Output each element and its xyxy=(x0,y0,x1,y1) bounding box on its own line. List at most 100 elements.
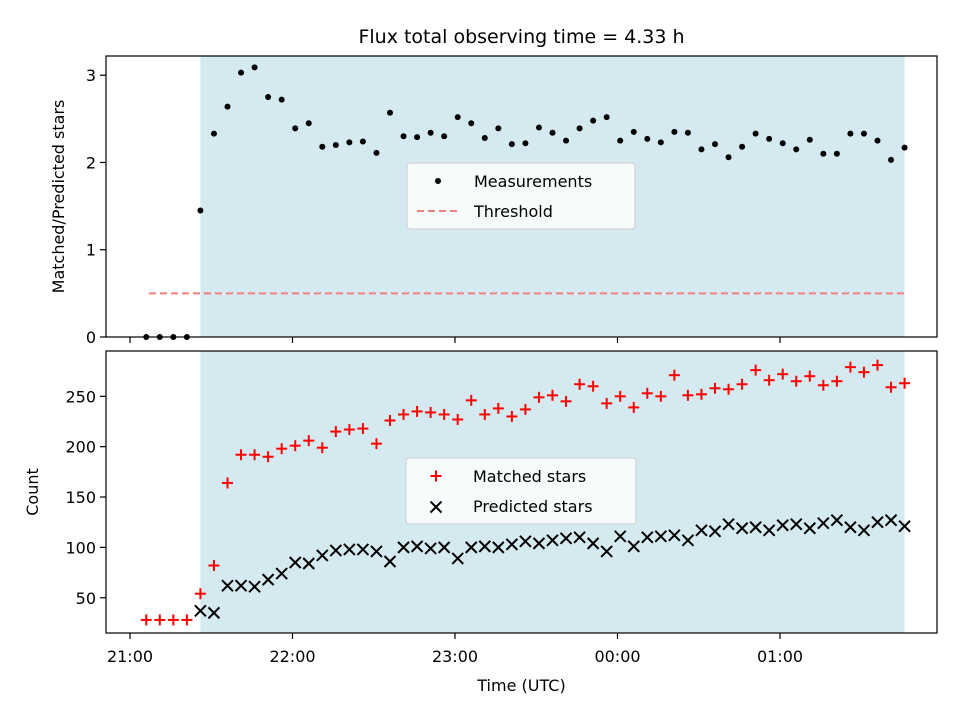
cross-stroke-b xyxy=(207,606,221,620)
y-tick-label: 150 xyxy=(65,488,96,507)
cross-stroke-b xyxy=(194,604,207,618)
cross-stroke-b xyxy=(627,540,640,553)
cross-stroke-b xyxy=(429,500,443,514)
predicted-star-markers xyxy=(194,513,911,620)
matched-star-marker xyxy=(587,380,599,392)
predicted-star-marker xyxy=(437,541,451,554)
cross-stroke-b xyxy=(803,522,816,535)
cross-stroke-b xyxy=(492,541,505,554)
matched-star-marker xyxy=(899,377,911,389)
cross-stroke-b xyxy=(289,556,302,569)
measurement-point xyxy=(725,154,732,161)
cross-stroke-b xyxy=(437,541,451,554)
cross-stroke-b xyxy=(410,540,424,553)
matched-star-marker xyxy=(777,368,789,380)
top-x-ticks xyxy=(129,337,781,343)
matched-star-marker xyxy=(655,390,667,402)
measurement-point xyxy=(617,137,624,144)
cross-stroke-b xyxy=(735,522,749,535)
matched-star-marker xyxy=(790,375,802,387)
matched-star-marker xyxy=(574,378,586,390)
predicted-star-marker xyxy=(289,556,302,569)
legend-marker-measurements xyxy=(435,178,441,184)
y-tick-label: 3 xyxy=(86,66,96,85)
ratio-legend: Measurements Threshold xyxy=(406,162,636,230)
legend-label-measurements: Measurements xyxy=(474,172,592,191)
matched-star-marker xyxy=(398,408,410,420)
predicted-star-marker xyxy=(627,540,640,553)
y-tick-label: 200 xyxy=(65,438,96,457)
measurement-point xyxy=(359,138,366,145)
matched-star-marker xyxy=(208,560,220,572)
cross-stroke-b xyxy=(248,580,261,593)
cross-stroke-b xyxy=(641,531,654,544)
matched-star-marker xyxy=(723,383,735,395)
matched-star-marker xyxy=(249,449,261,461)
predicted-star-marker xyxy=(343,543,356,556)
matched-star-marker xyxy=(479,408,491,420)
legend-label-predicted-stars: Predicted stars xyxy=(473,497,593,516)
cross-stroke-b xyxy=(695,524,708,537)
predicted-star-marker xyxy=(898,520,911,533)
matched-star-markers xyxy=(140,359,911,626)
cross-stroke-b xyxy=(261,573,275,586)
predicted-star-marker xyxy=(546,534,559,547)
bottom-y-ticks: 50 100 150 200 250 xyxy=(65,387,106,608)
chart-title: Flux total observing time = 4.33 h xyxy=(358,26,684,48)
matched-star-marker xyxy=(533,391,545,403)
matched-star-marker xyxy=(709,382,721,394)
matched-star-marker xyxy=(844,361,856,373)
predicted-star-marker xyxy=(641,531,654,544)
measurement-point xyxy=(698,146,705,153)
measurement-point xyxy=(739,143,746,150)
measurement-point xyxy=(603,114,610,121)
measurement-point xyxy=(508,141,515,148)
matched-star-marker xyxy=(438,408,450,420)
cross-stroke-b xyxy=(234,579,248,592)
measurement-point xyxy=(278,96,285,103)
measurement-point xyxy=(387,109,393,116)
y-tick-label: 100 xyxy=(65,538,96,557)
legend-label-matched-stars: Matched stars xyxy=(473,467,586,486)
x-tick-label: 01:00 xyxy=(757,647,803,666)
cross-stroke-b xyxy=(505,538,519,551)
predicted-star-marker xyxy=(762,524,776,537)
cross-stroke-b xyxy=(749,521,762,534)
measurement-point xyxy=(901,144,908,151)
matched-star-marker xyxy=(181,614,193,626)
legend-marker-matched-stars xyxy=(430,470,442,482)
predicted-star-marker xyxy=(749,521,762,534)
y-tick-label: 50 xyxy=(76,589,96,608)
predicted-star-marker xyxy=(275,567,288,580)
cross-stroke-b xyxy=(857,524,871,537)
matched-star-marker xyxy=(668,369,680,381)
predicted-star-marker xyxy=(492,541,505,554)
predicted-star-marker xyxy=(668,529,681,542)
cross-stroke-b xyxy=(898,520,911,533)
cross-stroke-b xyxy=(600,545,613,558)
predicted-star-marker xyxy=(790,518,803,531)
cross-stroke-b xyxy=(546,534,559,547)
measurement-point xyxy=(454,114,461,121)
x-tick-label: 23:00 xyxy=(432,647,478,666)
matched-star-marker xyxy=(411,405,423,417)
measurement-point xyxy=(576,125,583,132)
measurement-point xyxy=(481,135,488,142)
matched-star-marker xyxy=(194,588,206,600)
measurement-point xyxy=(874,137,881,144)
matched-star-marker xyxy=(492,402,504,414)
measurement-point xyxy=(563,137,570,144)
cross-stroke-b xyxy=(844,521,857,534)
predicted-star-marker xyxy=(478,540,491,553)
predicted-star-marker xyxy=(735,522,749,535)
ratio-legend-box xyxy=(406,162,636,230)
cross-stroke-b xyxy=(275,567,288,580)
top-y-ticks: 0 1 2 3 xyxy=(86,66,106,347)
cross-stroke-b xyxy=(532,537,546,550)
matched-star-marker xyxy=(560,395,572,407)
measurement-point xyxy=(833,150,840,157)
matched-star-marker xyxy=(519,403,531,415)
predicted-star-marker xyxy=(451,552,464,565)
measurement-point xyxy=(495,125,502,132)
counts-y-axis-label: Count xyxy=(23,468,42,516)
